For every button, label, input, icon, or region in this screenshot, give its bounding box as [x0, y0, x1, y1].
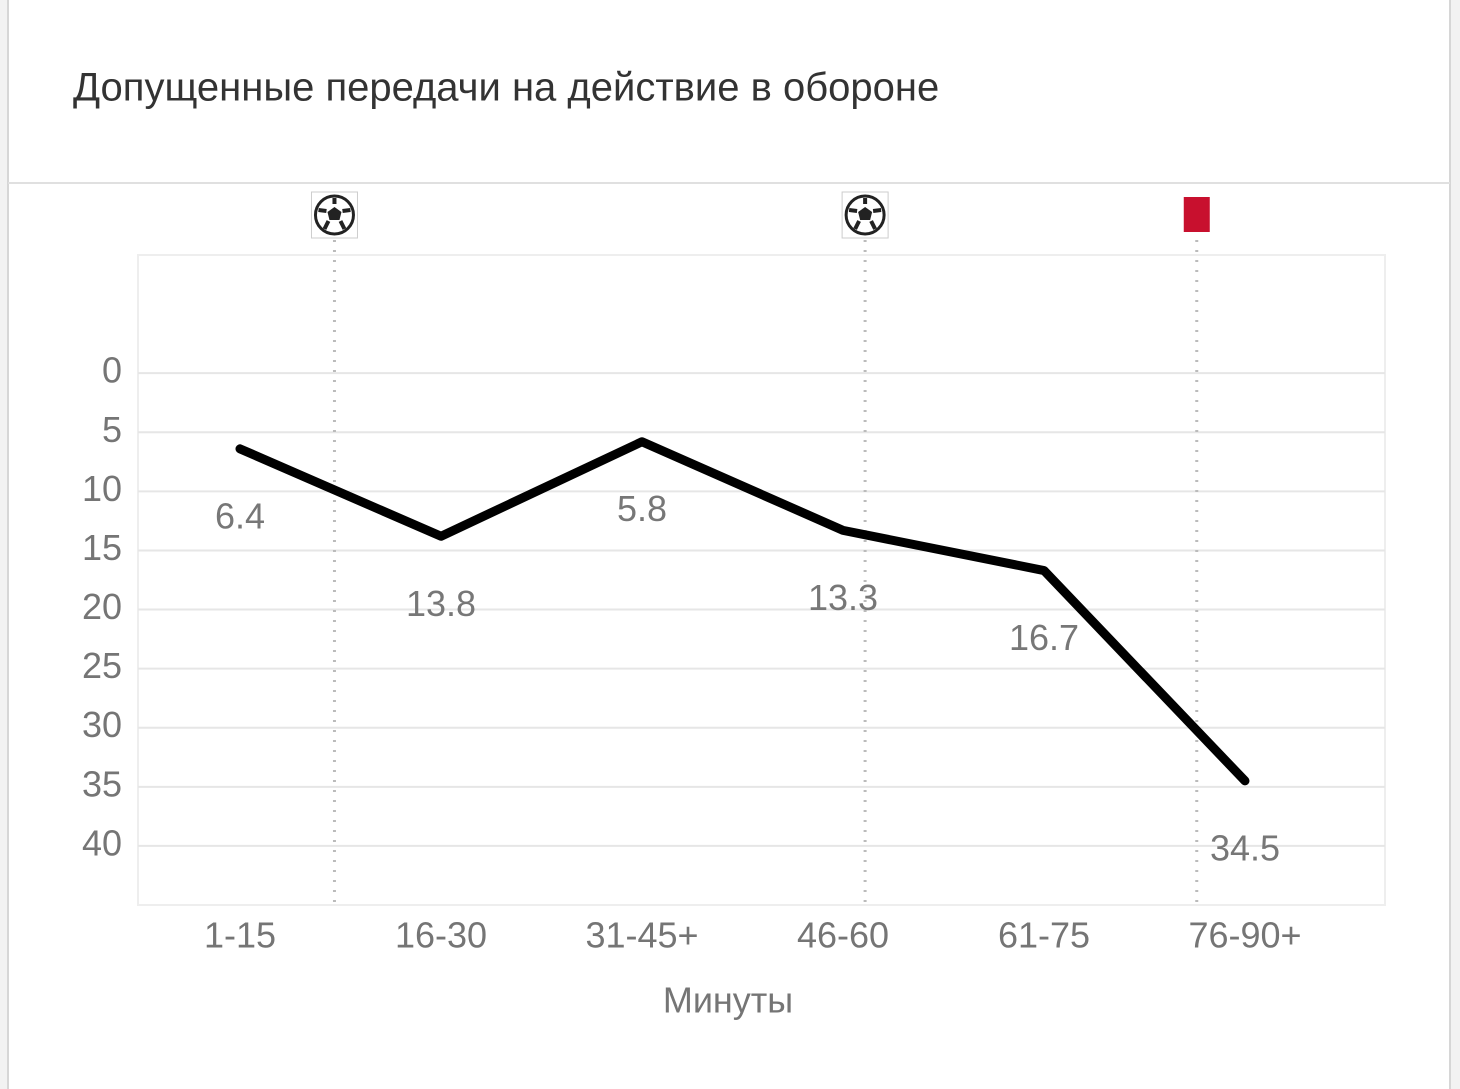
goal-icon — [841, 191, 889, 239]
y-tick-label: 30 — [82, 704, 122, 745]
ball-seam — [338, 220, 347, 230]
y-tick-label: 0 — [102, 350, 122, 391]
y-tick-label: 10 — [82, 468, 122, 509]
ball-patch — [858, 207, 873, 220]
ball-seam — [322, 220, 331, 230]
card — [7, 0, 1451, 1089]
ball-seam — [869, 220, 877, 230]
plot-area — [137, 254, 1386, 906]
chart-title: Допущенные передачи на действие в оборон… — [73, 66, 939, 110]
data-label: 6.4 — [215, 495, 265, 536]
data-label: 5.8 — [617, 488, 667, 529]
x-tick-label: 61-75 — [998, 915, 1090, 956]
x-tick-label: 16-30 — [395, 915, 487, 956]
y-tick-label: 5 — [102, 409, 122, 450]
x-tick-label: 46-60 — [797, 915, 889, 956]
ball-patch — [327, 207, 342, 220]
ball-seam — [848, 208, 858, 213]
y-tick-label: 20 — [82, 586, 122, 627]
data-line — [235, 437, 1250, 786]
x-tick-label: 31-45+ — [585, 915, 698, 956]
data-label: 13.8 — [406, 583, 476, 624]
data-label: 16.7 — [1009, 617, 1079, 658]
y-tick-label: 35 — [82, 763, 122, 804]
ball-seam — [318, 208, 327, 213]
ball-seam — [872, 208, 882, 213]
data-label: 13.3 — [808, 577, 878, 618]
y-tick-label: 15 — [82, 527, 122, 568]
red-card-icon — [1183, 197, 1210, 232]
goal-icon — [310, 191, 358, 239]
ball-seam — [342, 208, 351, 213]
x-tick-label: 76-90+ — [1188, 915, 1301, 956]
y-tick-label: 40 — [82, 822, 122, 863]
x-tick-label: 1-15 — [204, 915, 276, 956]
x-axis-title: Минуты — [663, 980, 793, 1021]
data-label: 34.5 — [1210, 827, 1280, 868]
y-tick-label: 25 — [82, 645, 122, 686]
ball-seam — [853, 220, 861, 230]
